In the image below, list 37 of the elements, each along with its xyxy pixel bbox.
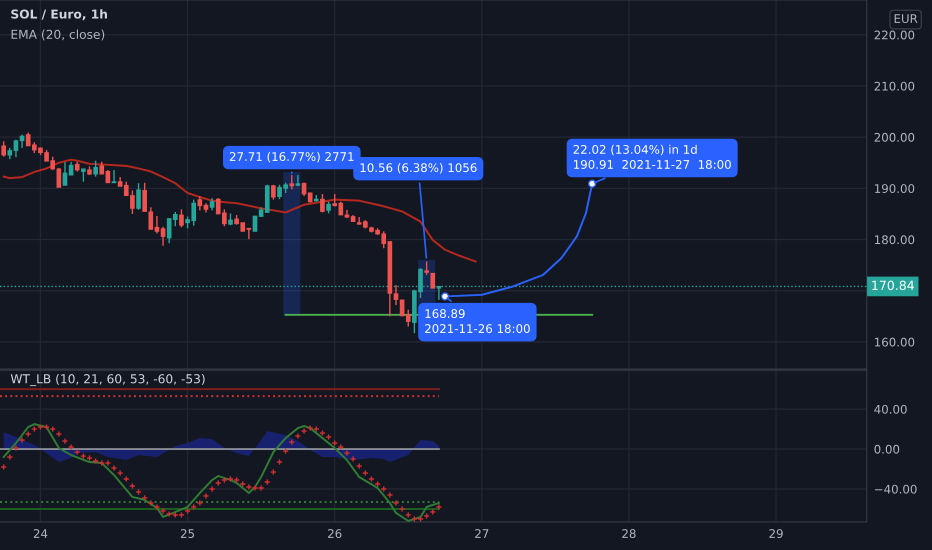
annotation: 27.71 (16.77%) 2771 — [230, 152, 354, 162]
candlestick — [430, 272, 436, 289]
x-tick-label: 27 — [475, 529, 488, 538]
candlestick — [210, 197, 214, 212]
candlestick — [93, 160, 98, 178]
text: EMA (20, close) — [12, 30, 104, 40]
candlestick — [228, 212, 233, 226]
candlestick — [1, 140, 6, 158]
y-tick-label: 160.00 — [875, 338, 914, 347]
annotation: 22.02 (13.04%) in 1d 190.91 2021-11-27 18:00 — [574, 144, 731, 169]
x-tick-label: 26 — [328, 529, 342, 538]
candlestick — [81, 168, 86, 182]
y-tick-label: 210.00 — [874, 82, 914, 91]
text: SOL / Euro, 1h — [11, 9, 107, 20]
y-tick-label: 220.00 — [874, 30, 914, 40]
ref-line-label: 170.84 — [872, 280, 914, 290]
y-tick-label: 180.00 — [875, 235, 914, 244]
candlestick — [179, 208, 184, 228]
x-tick-label: 24 — [34, 529, 48, 538]
candlestick — [320, 193, 325, 214]
x-tick-label: 28 — [622, 529, 636, 538]
chart-title: WT_LB (10, 21, 60, 53, -60, -53) — [10, 374, 205, 386]
y-tick-label: 200.00 — [874, 132, 914, 142]
annotation: 10.56 (6.38%) 1056 — [360, 163, 477, 174]
candlestick — [74, 161, 80, 172]
candlestick — [271, 184, 276, 200]
text: EUR — [894, 14, 918, 24]
candlestick — [112, 169, 116, 184]
annotation: 168.89 2021-11-26 18:00 — [425, 309, 530, 334]
y-tick-label: 190.00 — [875, 184, 914, 194]
x-tick-label: 25 — [180, 529, 194, 538]
y-tick-label: 40.00 — [874, 404, 907, 414]
y-tick-label: −40.00 — [874, 484, 917, 494]
x-tick-label: 29 — [769, 529, 783, 538]
y-tick-label: 0.00 — [874, 444, 900, 454]
candlestick — [326, 200, 331, 214]
candlestick — [136, 182, 141, 211]
